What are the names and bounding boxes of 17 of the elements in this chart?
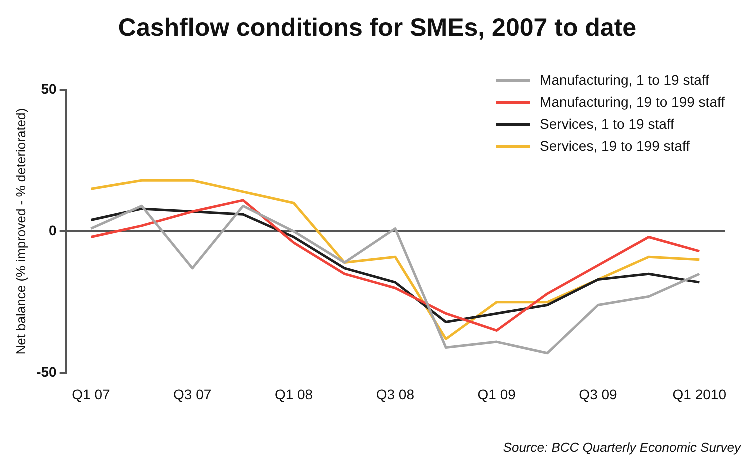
x-tick-label: Q1 2010 [672, 386, 727, 402]
x-tick-label: Q1 08 [274, 386, 314, 402]
y-tick-label: 0 [49, 222, 58, 238]
legend-label: Manufacturing, 1 to 19 staff [540, 72, 710, 88]
y-tick-label: 50 [41, 80, 58, 97]
x-tick-label: Q3 09 [579, 386, 618, 402]
source-note: Source: BCC Quarterly Economic Survey [503, 440, 741, 455]
legend-label: Services, 19 to 199 staff [540, 138, 690, 154]
x-tick-label: Q1 07 [72, 386, 110, 402]
y-tick-label: -50 [36, 364, 58, 380]
x-tick-label: Q1 09 [478, 386, 516, 402]
legend-label: Services, 1 to 19 staff [540, 116, 675, 132]
y-axis-title: Net balance (% improved - % deteriorated) [13, 108, 28, 355]
legend-label: Manufacturing, 19 to 199 staff [540, 94, 726, 110]
x-tick-label: Q3 08 [376, 386, 415, 402]
x-tick-label: Q3 07 [174, 386, 212, 402]
chart-title: Cashflow conditions for SMEs, 2007 to date [117, 14, 638, 43]
